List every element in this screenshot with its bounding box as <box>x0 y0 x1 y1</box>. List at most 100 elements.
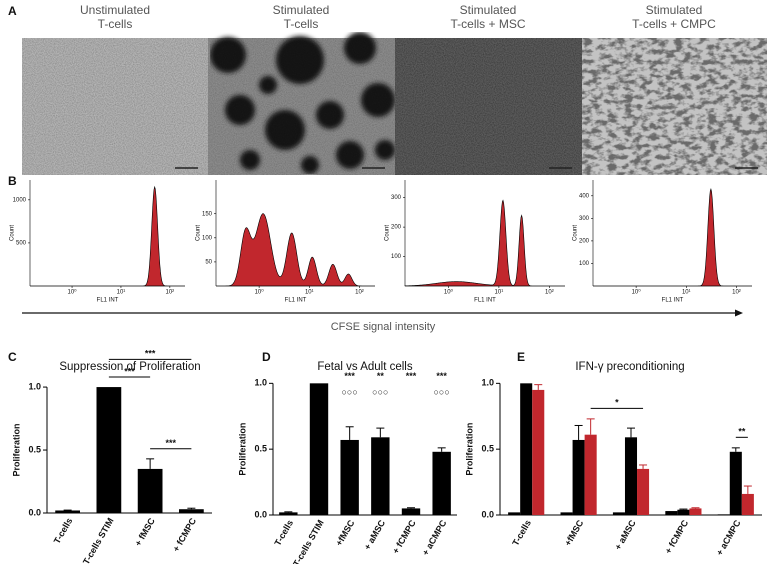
x-tick-label: 10² <box>545 290 554 296</box>
panel-label: A <box>8 4 17 18</box>
x-tick-label: T-cells <box>510 518 533 547</box>
bar <box>371 437 390 515</box>
bar <box>665 511 678 515</box>
panel-label: C <box>8 350 17 364</box>
y-axis-label: Count <box>573 225 579 241</box>
significance-label: *** <box>165 438 176 448</box>
bar <box>677 509 690 515</box>
chart-title: Suppression of Proliferation <box>59 361 200 373</box>
panel-label: B <box>8 174 17 188</box>
x-tick-label: 10² <box>355 290 364 296</box>
significance-marker: ** <box>377 371 385 381</box>
bar <box>340 439 359 515</box>
x-tick-label: 10² <box>166 290 175 296</box>
significance-marker: *** <box>344 371 355 381</box>
y-tick-label: 200 <box>391 225 402 231</box>
significance-label: ** <box>738 427 746 437</box>
bar <box>55 510 80 513</box>
image-texture <box>582 38 767 175</box>
bar <box>624 437 638 515</box>
x-tick-label: +fMSC <box>563 518 586 548</box>
y-axis-label: Count <box>196 225 202 241</box>
bar <box>741 493 754 515</box>
panel-label: D <box>262 350 271 364</box>
y-axis-label: Proliferation <box>464 423 474 476</box>
y-tick-label: 1.0 <box>481 378 494 388</box>
y-axis-label: Proliferation <box>11 424 21 477</box>
bar <box>584 434 597 515</box>
bar <box>717 514 730 515</box>
significance-label: *** <box>145 349 156 359</box>
y-tick-label: 50 <box>205 259 212 265</box>
x-tick-label: + aMSC <box>613 518 638 552</box>
image-texture <box>395 38 582 175</box>
significance-marker: ○○○ <box>434 387 450 397</box>
bar <box>309 383 329 515</box>
y-axis-label: Count <box>10 225 16 241</box>
x-tick-label: T-cells STIM <box>81 516 116 564</box>
y-tick-label: 200 <box>579 238 590 244</box>
x-tick-label: + aCMPC <box>420 518 449 557</box>
bar <box>532 389 545 515</box>
bar <box>637 468 650 515</box>
x-tick-label: 10⁰ <box>444 289 454 296</box>
y-tick-label: 400 <box>579 193 590 199</box>
y-tick-label: 1.0 <box>28 381 41 391</box>
bar <box>520 383 533 515</box>
x-tick-label: T-cells <box>272 518 295 547</box>
image-texture <box>208 38 395 175</box>
y-tick-label: 1.0 <box>254 378 267 388</box>
y-tick-label: 0.5 <box>481 444 494 454</box>
bar <box>572 439 585 515</box>
panel-a-images <box>22 32 767 175</box>
y-tick-label: 0.0 <box>28 507 41 517</box>
x-tick-label: 10⁰ <box>632 289 642 296</box>
y-tick-label: 150 <box>202 211 213 217</box>
bar <box>729 451 742 515</box>
histogram <box>404 199 565 287</box>
y-tick-label: 100 <box>579 261 590 267</box>
y-tick-label: 1000 <box>13 197 27 203</box>
y-tick-label: 100 <box>391 254 402 260</box>
significance-marker: ○○○ <box>372 387 388 397</box>
y-axis-label: Proliferation <box>237 423 247 476</box>
image-title: T-cells + MSC <box>450 17 525 31</box>
significance-marker: *** <box>436 371 447 381</box>
x-axis-label: FL1 INT <box>662 298 684 304</box>
y-tick-label: 0.5 <box>28 444 41 454</box>
image-title: T-cells + CMPC <box>632 17 716 31</box>
image-title: Unstimulated <box>80 3 150 17</box>
bar <box>401 508 421 515</box>
chart-title: IFN-γ preconditioning <box>575 361 684 373</box>
bar <box>432 451 451 515</box>
bar <box>508 512 521 515</box>
histogram <box>30 185 185 287</box>
significance-marker: ○○○ <box>342 387 358 397</box>
image-title: Stimulated <box>646 3 703 17</box>
x-tick-label: 10¹ <box>682 290 691 296</box>
bar <box>612 512 625 515</box>
histogram <box>216 213 375 287</box>
y-tick-label: 300 <box>391 195 402 201</box>
panel-label: E <box>517 350 525 364</box>
image-title: Stimulated <box>460 3 517 17</box>
image-title: T-cells <box>98 17 133 31</box>
y-tick-label: 0.5 <box>254 444 267 454</box>
x-tick-label: + fCMPC <box>663 518 691 556</box>
significance-label: * <box>615 398 619 408</box>
y-tick-label: 100 <box>202 235 213 241</box>
x-tick-label: T-cells STIM <box>291 518 326 564</box>
x-axis-label: FL1 INT <box>97 298 119 304</box>
x-tick-label: T-cells <box>52 516 75 545</box>
x-tick-label: 10¹ <box>495 290 504 296</box>
image-texture <box>22 38 208 175</box>
x-tick-label: 10⁰ <box>68 289 78 296</box>
x-tick-label: 10² <box>732 290 741 296</box>
image-title: Stimulated <box>273 3 330 17</box>
image-title: T-cells <box>284 17 319 31</box>
chart-title: Fetal vs Adult cells <box>317 361 412 373</box>
cfse-arrow <box>22 309 743 317</box>
y-tick-label: 500 <box>16 240 27 246</box>
x-tick-label: + fMSC <box>133 516 157 548</box>
